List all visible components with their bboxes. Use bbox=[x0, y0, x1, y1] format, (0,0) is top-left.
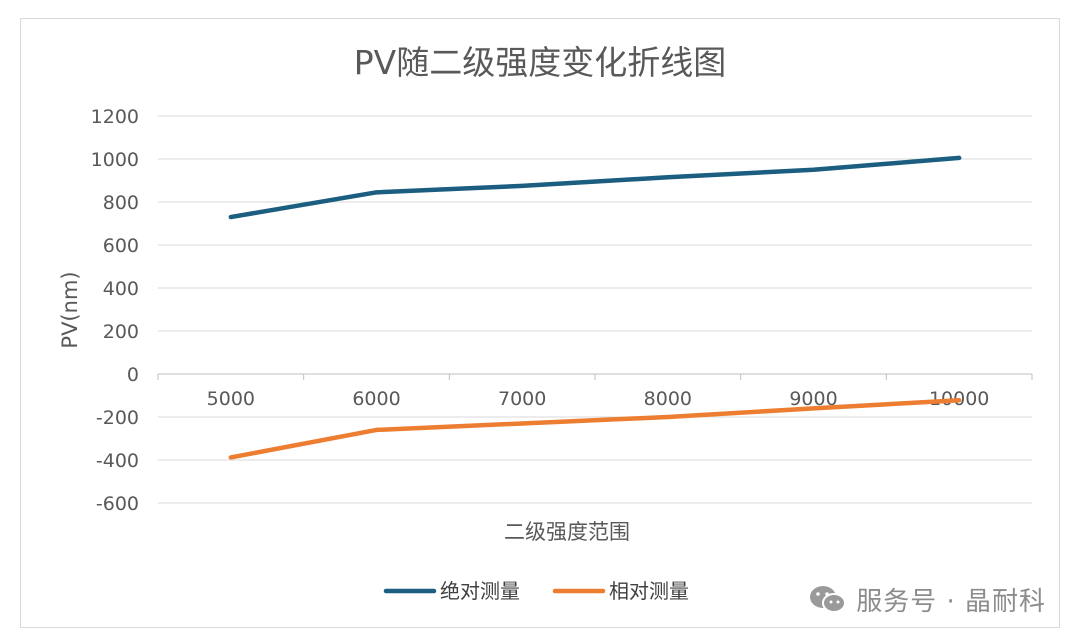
y-tick-label: 0 bbox=[127, 364, 139, 386]
y-tick-label: -400 bbox=[96, 450, 139, 472]
legend-label-1: 相对测量 bbox=[609, 579, 689, 603]
y-tick-label: 400 bbox=[103, 278, 139, 300]
legend: 绝对测量 相对测量 bbox=[383, 579, 689, 603]
x-tick-label: 7000 bbox=[498, 388, 546, 410]
series-line-0 bbox=[228, 155, 962, 220]
y-axis-ticks: 1200 1000 800 600 400 200 0 -200 -400 -600 bbox=[91, 106, 139, 515]
y-tick-label: 600 bbox=[103, 235, 139, 257]
chart-title: PV随二级强度变化折线图 bbox=[354, 43, 726, 82]
x-tick-label: 6000 bbox=[352, 388, 400, 410]
x-tick-label: 9000 bbox=[789, 388, 837, 410]
series-lines bbox=[228, 155, 962, 460]
x-tick-label: 5000 bbox=[207, 388, 255, 410]
legend-label-0: 绝对测量 bbox=[440, 579, 520, 603]
y-tick-label: 800 bbox=[103, 192, 139, 214]
y-tick-label: 200 bbox=[103, 321, 139, 343]
wechat-icon bbox=[810, 585, 847, 613]
y-tick-label: -600 bbox=[96, 493, 139, 515]
y-axis-title: PV(nm) bbox=[58, 271, 82, 348]
y-tick-label: -200 bbox=[96, 407, 139, 429]
y-tick-label: 1200 bbox=[91, 106, 139, 128]
watermark-text: 服务号 · 晶耐科 bbox=[856, 587, 1046, 617]
series-line-1 bbox=[228, 397, 962, 460]
watermark: 服务号 · 晶耐科 bbox=[808, 581, 1046, 618]
chart-frame bbox=[20, 18, 1060, 628]
x-axis-title: 二级强度范围 bbox=[504, 520, 630, 544]
x-axis-ticks: 5000 6000 7000 8000 9000 10000 bbox=[157, 374, 1033, 410]
y-tick-label: 1000 bbox=[91, 149, 139, 171]
x-tick-label: 8000 bbox=[644, 388, 692, 410]
